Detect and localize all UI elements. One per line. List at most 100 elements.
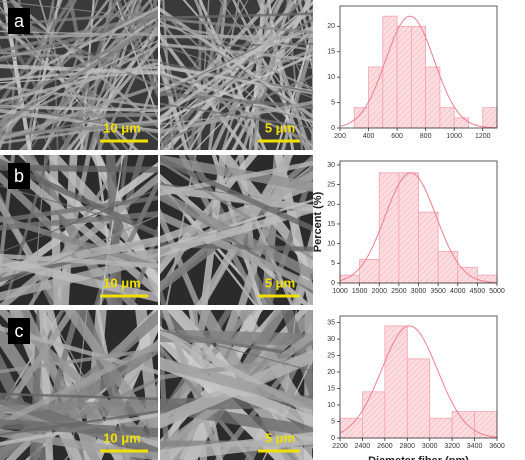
panel-letter-box bbox=[8, 8, 30, 34]
fiber bbox=[0, 188, 158, 254]
fiber bbox=[160, 155, 313, 193]
fiber bbox=[0, 104, 158, 111]
y-tick-label: 0 bbox=[331, 125, 335, 132]
histogram-bar bbox=[439, 107, 455, 129]
y-axis-label: Percent (%) bbox=[312, 191, 324, 252]
y-tick-label: 0 bbox=[331, 435, 335, 442]
fiber bbox=[0, 341, 158, 428]
plot-frame bbox=[339, 5, 498, 129]
y-tick-label: 5 bbox=[331, 99, 335, 106]
fibers bbox=[0, 310, 158, 460]
fiber bbox=[160, 160, 313, 196]
histogram-bar bbox=[453, 117, 469, 129]
y-tick-label: 25 bbox=[327, 352, 335, 359]
sem-image bbox=[160, 155, 313, 305]
fiber bbox=[160, 431, 313, 460]
fibers bbox=[160, 310, 313, 460]
fiber bbox=[304, 0, 313, 33]
y-tick-label: 10 bbox=[327, 402, 335, 409]
y-tick-label: 5 bbox=[331, 418, 335, 425]
fiber bbox=[160, 102, 313, 129]
sem-image bbox=[160, 0, 313, 150]
y-tick-label: 15 bbox=[327, 221, 335, 228]
fiber bbox=[160, 189, 313, 281]
fiber bbox=[0, 398, 158, 413]
fiber bbox=[0, 419, 158, 438]
fiber bbox=[0, 64, 158, 75]
fiber bbox=[275, 27, 313, 150]
histogram-bar bbox=[384, 325, 408, 439]
y-tick-label: 20 bbox=[327, 23, 335, 30]
x-tick-label: 3000 bbox=[422, 443, 438, 450]
y-tick-label: 15 bbox=[327, 49, 335, 56]
histogram-bar bbox=[474, 411, 498, 439]
fiber bbox=[109, 0, 158, 96]
scale-bar-label: 5 μm bbox=[265, 430, 295, 445]
y-tick-label: 10 bbox=[327, 74, 335, 81]
fiber bbox=[0, 84, 158, 109]
fiber bbox=[160, 8, 313, 120]
x-tick-label: 200 bbox=[334, 133, 346, 140]
sem-image bbox=[0, 310, 158, 460]
fiber bbox=[0, 410, 158, 436]
panel-letter: a bbox=[14, 11, 25, 31]
fiber bbox=[0, 392, 158, 401]
x-tick-label: 3500 bbox=[430, 288, 446, 295]
histogram-bar bbox=[429, 417, 453, 439]
sem-image bbox=[0, 155, 158, 305]
x-tick-label: 2400 bbox=[355, 443, 371, 450]
fiber bbox=[160, 100, 313, 134]
fiber bbox=[0, 44, 158, 128]
fibers bbox=[160, 155, 313, 305]
fiber bbox=[286, 0, 303, 150]
fiber bbox=[0, 106, 158, 141]
fiber bbox=[160, 198, 313, 250]
y-tick-label: 35 bbox=[327, 319, 335, 326]
y-tick-label: 15 bbox=[327, 385, 335, 392]
x-tick-label: 3000 bbox=[411, 288, 427, 295]
fiber bbox=[62, 0, 118, 150]
x-tick-label: 400 bbox=[363, 133, 375, 140]
sem-image bbox=[160, 310, 313, 460]
fiber bbox=[297, 0, 313, 56]
fiber bbox=[0, 185, 158, 233]
histogram-bar bbox=[362, 391, 386, 439]
fiber bbox=[254, 0, 265, 150]
fiber bbox=[160, 329, 313, 372]
fiber bbox=[0, 0, 74, 107]
fiber bbox=[160, 44, 313, 99]
fiber bbox=[160, 211, 313, 291]
histogram-bar bbox=[482, 107, 498, 129]
sem-image bbox=[0, 0, 158, 150]
fiber bbox=[291, 224, 313, 305]
y-tick-label: 25 bbox=[327, 181, 335, 188]
x-tick-label: 5000 bbox=[489, 288, 505, 295]
fiber bbox=[261, 0, 313, 98]
x-tick-label: 3400 bbox=[467, 443, 483, 450]
x-tick-label: 600 bbox=[391, 133, 403, 140]
fiber bbox=[0, 256, 158, 303]
fiber bbox=[3, 155, 50, 305]
fiber bbox=[280, 310, 313, 407]
fiber bbox=[0, 402, 158, 426]
fiber bbox=[160, 12, 313, 20]
x-axis-label: Diameter fiber (nm) bbox=[368, 455, 469, 460]
fiber bbox=[160, 207, 201, 305]
fiber bbox=[0, 253, 158, 268]
fiber bbox=[160, 356, 313, 411]
fiber bbox=[115, 0, 158, 100]
panel-letter-box bbox=[8, 318, 30, 344]
fiber bbox=[160, 32, 248, 150]
histogram-bar bbox=[410, 25, 427, 129]
fiber bbox=[0, 428, 158, 460]
fibers bbox=[160, 0, 313, 150]
fiber bbox=[160, 17, 313, 34]
x-tick-label: 4000 bbox=[450, 288, 466, 295]
fiber bbox=[160, 204, 313, 257]
fiber bbox=[0, 61, 158, 103]
y-tick-label: 0 bbox=[331, 280, 335, 287]
scale-bar-label: 10 μm bbox=[103, 275, 141, 290]
scale-bar-label: 5 μm bbox=[265, 120, 295, 135]
fibers bbox=[0, 155, 158, 305]
fit-curve bbox=[339, 172, 498, 284]
